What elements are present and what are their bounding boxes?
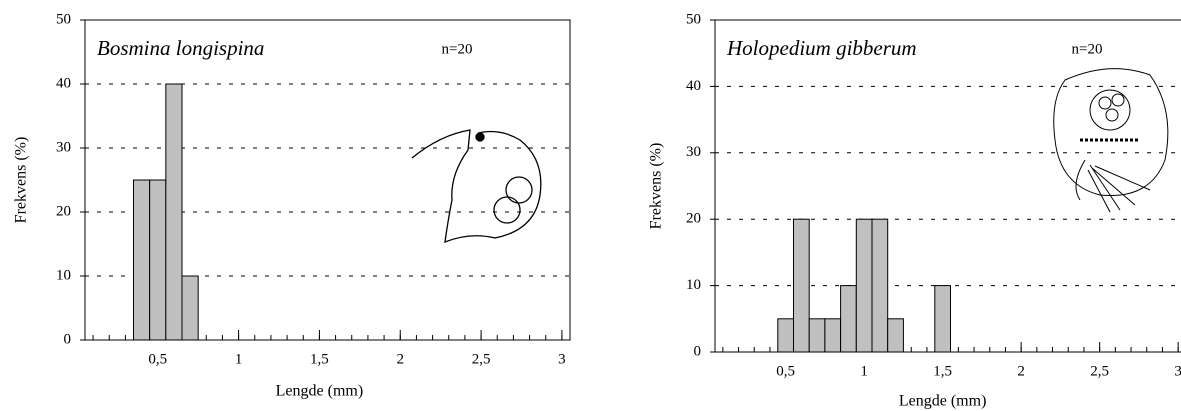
bar [165,83,183,341]
chart-title: Holopedium gibberum [726,36,917,60]
x-tick-label: 1 [860,363,868,379]
x-tick-label: 3 [558,351,566,367]
y-tick-label: 50 [686,11,701,27]
y-tick-label: 10 [56,267,71,283]
y-tick-label: 30 [686,144,701,160]
y-tick-label: 0 [694,343,702,359]
bar [855,218,873,353]
bar [887,318,904,353]
x-tick-label: 0,5 [776,363,795,379]
x-tick-label: 2 [1017,363,1025,379]
bar [824,318,842,353]
bar [840,285,857,353]
x-tick-label: 0,5 [148,351,167,367]
bosmina-drawing [411,129,542,244]
x-axis-label: Lengde (mm) [899,393,987,410]
x-tick-label: 2 [397,351,405,367]
annotation: n=20 [1072,41,1103,57]
x-tick-label: 1,5 [933,363,952,379]
bar [181,275,199,341]
y-axis-label: Frekvens (%) [648,143,665,230]
y-tick-label: 40 [686,78,701,94]
y-axis-label: Frekvens (%) [13,137,30,224]
y-tick-label: 0 [64,331,72,347]
bar [149,179,167,341]
x-axis-label: Lengde (mm) [276,383,364,400]
y-tick-label: 20 [56,203,71,219]
annotation: n=20 [442,41,473,57]
y-tick-label: 30 [56,139,71,155]
x-tick-label: 1 [235,351,243,367]
x-tick-label: 1,5 [310,351,329,367]
plot-frame [84,19,571,341]
bar [808,318,826,353]
y-tick-label: 20 [686,211,701,227]
bar [871,218,889,353]
x-tick-label: 3 [1174,363,1181,379]
x-tick-label: 2,5 [1090,363,1109,379]
x-tick-label: 2,5 [472,351,491,367]
y-tick-label: 10 [686,277,701,293]
bar [133,179,151,341]
bar [793,218,810,353]
chart-title: Bosmina longispina [97,36,264,60]
bar [934,285,951,353]
y-tick-label: 40 [56,75,71,91]
bar [777,318,794,353]
y-tick-label: 50 [56,11,71,27]
holopedium-drawing [1053,68,1169,213]
plot-frame [714,19,1181,353]
